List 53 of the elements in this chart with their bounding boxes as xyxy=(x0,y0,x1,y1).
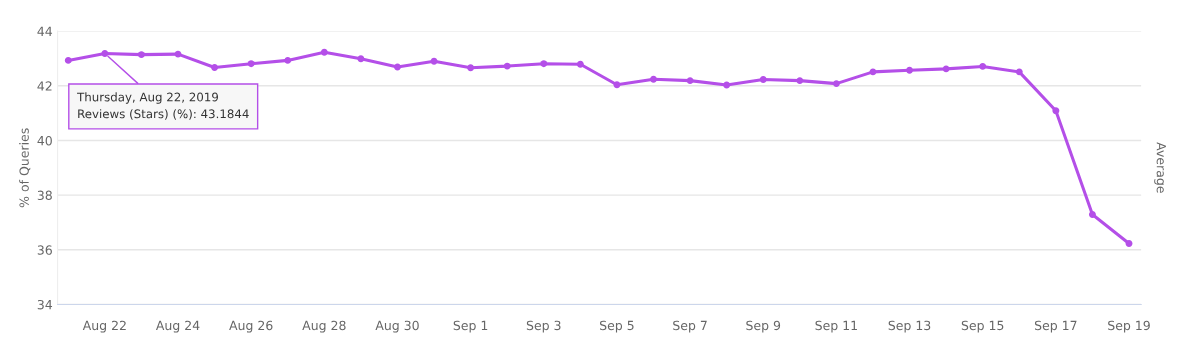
point xyxy=(613,81,621,89)
point xyxy=(1015,68,1023,76)
y-tick-label: 42 xyxy=(37,81,52,91)
point xyxy=(832,80,840,88)
point xyxy=(650,75,657,83)
point xyxy=(1125,240,1133,247)
point xyxy=(759,76,767,83)
y2-axis-title: Average xyxy=(1154,142,1166,193)
point xyxy=(1052,107,1060,115)
x-tick-label: Aug 30 xyxy=(375,320,419,333)
point xyxy=(430,57,438,65)
x-tick-label: Aug 28 xyxy=(302,320,346,333)
x-tick-label: Sep 15 xyxy=(961,320,1004,333)
point xyxy=(467,64,475,72)
x-tick-label: Sep 7 xyxy=(673,320,707,333)
x-tick-label: Aug 22 xyxy=(82,320,126,333)
x-tick-label: Aug 24 xyxy=(155,320,200,333)
y-tick-label: 36 xyxy=(37,245,52,255)
point xyxy=(979,62,987,70)
point xyxy=(796,77,804,85)
x-tick-label: Sep 17 xyxy=(1034,320,1077,333)
x-tick-label: Sep 9 xyxy=(746,320,781,333)
point xyxy=(503,62,511,70)
y-axis-title: % of Queries xyxy=(19,128,31,208)
point xyxy=(869,68,877,76)
annotation: Thursday, Aug 22, 2019 Reviews (Stars) (%): 43.1844 xyxy=(77,92,249,120)
point xyxy=(357,55,365,63)
point xyxy=(137,51,145,59)
point xyxy=(64,56,72,64)
x-tick-label: Sep 3 xyxy=(526,320,561,333)
point xyxy=(540,60,548,68)
y-tick-label: 38 xyxy=(37,190,52,201)
x-tick-label: Sep 1 xyxy=(453,320,488,333)
point xyxy=(101,49,109,57)
point xyxy=(211,64,219,71)
point xyxy=(723,81,731,89)
point xyxy=(284,56,292,64)
point xyxy=(1088,211,1096,219)
point xyxy=(393,63,401,71)
x-tick-label: Sep 19 xyxy=(1108,320,1150,333)
x-tick-label: Sep 13 xyxy=(888,320,931,333)
point xyxy=(942,65,950,73)
y-tick-label: 40 xyxy=(37,135,52,146)
x-tick-label: Sep 11 xyxy=(815,320,857,333)
point xyxy=(247,60,255,68)
x-tick-label: Aug 26 xyxy=(229,320,273,333)
x-tick-label: Sep 5 xyxy=(600,320,634,333)
point xyxy=(686,77,694,85)
y-tick-label: 44 xyxy=(37,26,53,36)
point xyxy=(320,48,328,56)
point xyxy=(576,60,584,68)
y-tick-label: 34 xyxy=(37,299,53,310)
point xyxy=(906,66,914,74)
